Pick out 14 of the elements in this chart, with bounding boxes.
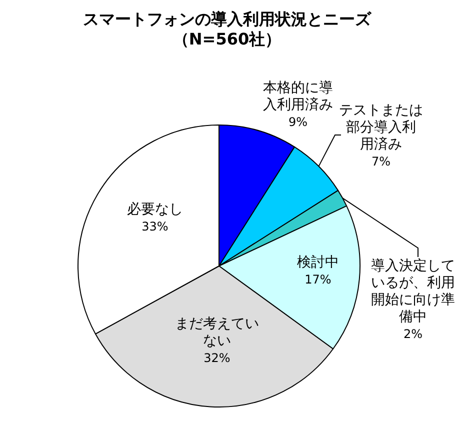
data-label: 9%	[288, 115, 308, 129]
slice-label: テストまたは部分導入利用済み	[339, 102, 423, 152]
data-label: 33%	[142, 220, 168, 234]
chart-subtitle: （N=560社）	[172, 30, 282, 48]
slice-label: まだ考えていない	[175, 316, 259, 349]
chart-title: スマートフォンの導入利用状況とニーズ	[83, 10, 372, 28]
data-label: 32%	[204, 351, 230, 365]
slice-label: 導入決定しているが、利用開始に向け準備中	[371, 258, 455, 325]
slice-label: 検討中	[297, 254, 339, 270]
data-label: 7%	[371, 154, 391, 168]
slice-label: 本格的に導入利用済み	[263, 80, 333, 113]
data-label: 17%	[304, 272, 332, 286]
data-label: 2%	[403, 327, 423, 341]
slice-label: 必要なし	[127, 202, 183, 218]
